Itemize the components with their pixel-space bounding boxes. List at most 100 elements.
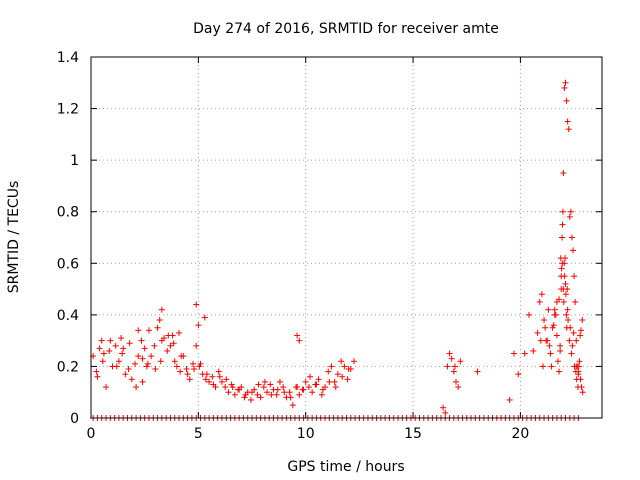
- data-point: [510, 350, 517, 357]
- data-point: [281, 389, 288, 396]
- data-point: [119, 350, 126, 357]
- data-point: [215, 368, 222, 375]
- data-point: [183, 366, 190, 373]
- data-point: [573, 363, 580, 370]
- data-point: [536, 298, 543, 305]
- data-point: [94, 373, 101, 380]
- data-point: [216, 373, 223, 380]
- y-tick-label: 1: [70, 153, 79, 169]
- data-point: [171, 358, 178, 365]
- data-point: [539, 363, 546, 370]
- data-point: [568, 234, 575, 241]
- data-point: [122, 371, 129, 378]
- data-point: [549, 324, 556, 331]
- x-tick-label: 15: [404, 426, 422, 442]
- data-point: [228, 381, 235, 388]
- x-tick-label: 0: [87, 426, 96, 442]
- data-point: [561, 260, 568, 267]
- data-point: [157, 358, 164, 365]
- data-point: [144, 360, 151, 367]
- data-point: [572, 298, 579, 305]
- data-point: [564, 118, 571, 125]
- data-point: [302, 378, 309, 385]
- data-point: [567, 208, 574, 215]
- data-point: [558, 265, 565, 272]
- data-point: [118, 335, 125, 342]
- data-point: [145, 327, 152, 334]
- data-point: [143, 363, 150, 370]
- y-tick-label: 0: [70, 411, 79, 427]
- data-point: [135, 327, 142, 334]
- data-point: [189, 360, 196, 367]
- data-point: [319, 386, 326, 393]
- data-point: [300, 386, 307, 393]
- data-point: [307, 373, 313, 380]
- data-point: [112, 342, 119, 349]
- data-point: [242, 391, 249, 398]
- data-point: [562, 255, 569, 262]
- data-point: [191, 366, 198, 373]
- data-point: [126, 340, 133, 347]
- data-point: [534, 329, 541, 336]
- data-point: [177, 368, 184, 375]
- data-point: [318, 391, 325, 398]
- data-point: [556, 368, 563, 375]
- data-point: [446, 350, 453, 357]
- data-point: [296, 337, 303, 344]
- data-point: [100, 350, 107, 357]
- data-point: [260, 384, 267, 391]
- data-point: [351, 358, 358, 365]
- data-point: [575, 371, 582, 378]
- data-point: [169, 332, 176, 339]
- data-point: [148, 353, 155, 360]
- data-point: [550, 322, 557, 329]
- data-point: [566, 213, 573, 220]
- data-point: [247, 396, 254, 403]
- data-point: [538, 291, 545, 298]
- x-tick-label: 10: [297, 426, 315, 442]
- y-tick-label: 0.6: [57, 256, 79, 272]
- data-point: [440, 404, 447, 411]
- data-point: [448, 355, 455, 362]
- data-point: [526, 311, 532, 318]
- data-point: [196, 363, 203, 370]
- data-point: [202, 376, 209, 383]
- y-axis-label: SRMTID / TECUs: [6, 181, 22, 294]
- data-point: [305, 384, 312, 391]
- data-point: [344, 376, 351, 383]
- data-point: [158, 306, 165, 313]
- data-point: [577, 332, 584, 339]
- data-point: [559, 208, 566, 215]
- plot-frame: [90, 56, 603, 419]
- data-point: [197, 360, 204, 367]
- data-point: [567, 324, 574, 331]
- data-point: [203, 371, 210, 378]
- data-point: [474, 368, 481, 375]
- data-point: [268, 391, 275, 398]
- data-point: [315, 376, 322, 383]
- data-point: [164, 347, 171, 354]
- y-tick-label: 1.2: [57, 102, 79, 118]
- data-point: [561, 273, 568, 280]
- data-point: [158, 337, 165, 344]
- data-point: [457, 358, 464, 365]
- data-point: [294, 384, 301, 391]
- grid-lines: [91, 57, 602, 418]
- data-point: [573, 337, 580, 344]
- data-point: [267, 381, 274, 388]
- data-point: [128, 376, 135, 383]
- data-point: [577, 327, 584, 334]
- data-point: [331, 378, 338, 385]
- data-point: [546, 342, 553, 349]
- data-point: [576, 358, 583, 365]
- data-point: [186, 376, 193, 383]
- x-tick-label: 5: [194, 426, 203, 442]
- data-point: [133, 384, 140, 391]
- data-point: [573, 376, 580, 383]
- data-point: [132, 360, 139, 367]
- data-point: [98, 337, 105, 344]
- data-point: [506, 396, 513, 403]
- data-point: [231, 391, 238, 398]
